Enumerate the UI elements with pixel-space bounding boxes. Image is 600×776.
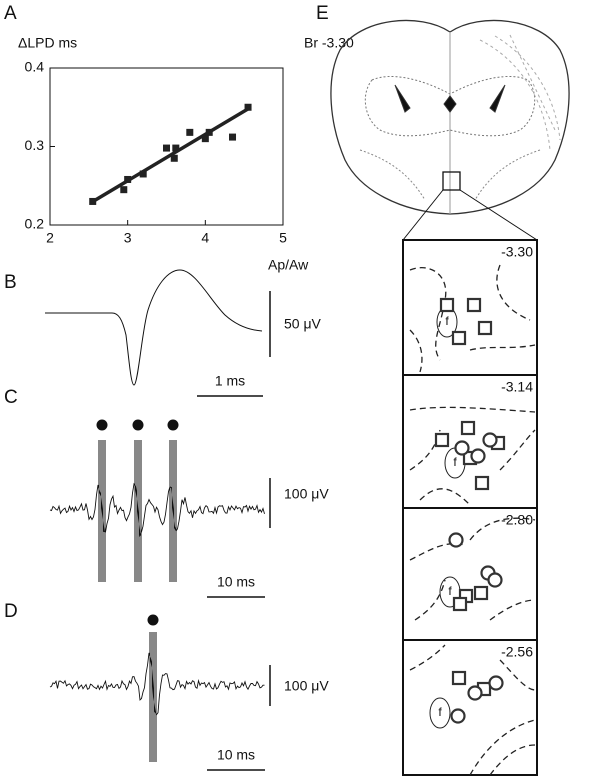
inset-stack: f -3.30 f -3.14 f -2.80 f -2.56: [402, 239, 538, 776]
time-scale-label: 10 ms: [217, 574, 255, 590]
trace-line: [49, 652, 265, 716]
recording-site-circle: [450, 708, 466, 724]
stimulus-dot: [96, 419, 108, 431]
recording-site-circle: [470, 448, 486, 464]
recording-site-square: [451, 670, 467, 686]
data-point: [172, 144, 180, 152]
data-point: [205, 128, 213, 136]
recording-trace: [49, 632, 265, 762]
x-tick-label: 4: [201, 230, 209, 246]
data-point: [201, 135, 209, 143]
recording-site-circle: [487, 572, 503, 588]
data-point: [163, 144, 170, 152]
data-point: [124, 175, 132, 183]
stimulus-dot: [147, 614, 159, 626]
contour: [409, 644, 536, 776]
amplitude-scale-label: 100 μV: [284, 678, 329, 694]
recording-site-square: [434, 432, 450, 448]
inset-coordinate: -3.14: [501, 379, 533, 395]
inset-frame: [402, 374, 538, 509]
structure-label: f: [453, 455, 457, 469]
x-tick-label: 3: [124, 230, 132, 246]
inset-coordinate: -3.30: [501, 244, 533, 260]
fornix-outline: [429, 697, 451, 729]
time-scale-label: 10 ms: [217, 747, 255, 763]
recording-site-square: [460, 420, 476, 436]
y-tick-label: 0.4: [25, 59, 45, 75]
recording-site-circle: [488, 675, 504, 691]
stimulus-dot: [167, 419, 179, 431]
recording-site-square: [473, 585, 489, 601]
panel-label: E: [316, 3, 329, 24]
x-tick-label: 2: [46, 230, 54, 246]
x-tick-label: 5: [279, 230, 287, 246]
y-axis-label: ΔLPD ms: [18, 35, 77, 51]
panel-label: B: [4, 272, 17, 293]
inset-coordinate: -2.80: [501, 512, 533, 528]
panel-label: A: [4, 3, 17, 24]
contour: [409, 517, 536, 621]
recording-site-square: [451, 330, 467, 346]
amplitude-scale-label: 50 μV: [284, 316, 322, 332]
data-point: [139, 170, 147, 178]
panel-label: D: [4, 601, 18, 622]
panel-label: C: [4, 387, 18, 408]
structure-label: f: [438, 705, 442, 719]
structure-label: f: [445, 314, 449, 328]
recording-site-circle: [454, 440, 470, 456]
data-point: [186, 128, 194, 136]
recording-site-square: [474, 475, 490, 491]
recording-site-square: [439, 297, 455, 313]
recording-site-circle: [467, 685, 483, 701]
recording-site-circle: [448, 532, 464, 548]
recording-site-circle: [482, 432, 498, 448]
data-point: [89, 197, 97, 205]
inset-coordinate: -2.56: [501, 644, 533, 660]
trace-line: [49, 482, 265, 537]
regression-line: [89, 107, 249, 205]
recording-site-square: [477, 320, 493, 336]
inset-frame: [402, 639, 538, 776]
scatter-plot: 2 3 4 5 0.2 0.3 0.4: [25, 59, 288, 246]
recording-trace: [49, 440, 265, 582]
time-scale-label: 1 ms: [215, 373, 245, 389]
data-point: [120, 186, 128, 194]
recording-site-square: [466, 297, 482, 313]
contour: [409, 264, 536, 373]
contour: [409, 406, 536, 506]
recording-site-square: [452, 596, 468, 612]
waveform: [45, 269, 263, 386]
structure-label: f: [448, 584, 452, 598]
y-tick-label: 0.2: [25, 216, 45, 232]
data-point: [170, 154, 178, 162]
stimulus-dot: [132, 419, 144, 431]
y-tick-label: 0.3: [25, 137, 45, 153]
data-point: [244, 103, 252, 111]
x-axis-label: Ap/Aw: [268, 257, 309, 273]
amplitude-scale-label: 100 μV: [284, 486, 329, 502]
inset-frame: [402, 507, 538, 641]
data-point: [229, 133, 237, 141]
brain-section: [330, 19, 570, 241]
